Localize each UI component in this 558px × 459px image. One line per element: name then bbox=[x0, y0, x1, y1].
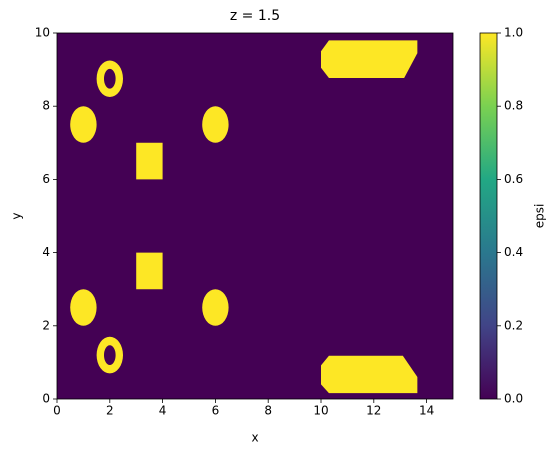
x-tick-label: 4 bbox=[159, 404, 167, 418]
polygon bbox=[321, 40, 418, 79]
colorbar-tick-label: 1.0 bbox=[504, 26, 523, 40]
x-tick-label: 8 bbox=[264, 404, 272, 418]
colorbar-tick-label: 0.2 bbox=[504, 318, 523, 332]
colorbar-label: epsi bbox=[533, 204, 547, 229]
ring bbox=[96, 336, 123, 374]
colorbar-tick-label: 0.6 bbox=[504, 172, 523, 186]
polygon bbox=[136, 142, 163, 180]
y-tick-label: 2 bbox=[42, 318, 50, 332]
x-axis-label: x bbox=[251, 431, 258, 445]
y-tick-label: 4 bbox=[42, 245, 50, 259]
polygon bbox=[321, 355, 418, 394]
y-tick-label: 0 bbox=[42, 392, 50, 406]
colorbar-tick-label: 0.0 bbox=[504, 392, 523, 406]
x-tick-label: 14 bbox=[419, 404, 434, 418]
shapes bbox=[70, 40, 418, 394]
x-tick-label: 12 bbox=[366, 404, 381, 418]
y-axis-label: y bbox=[10, 212, 24, 219]
ring bbox=[96, 60, 123, 98]
ellipse bbox=[70, 106, 97, 143]
x-tick-label: 2 bbox=[106, 404, 114, 418]
ellipse bbox=[202, 106, 229, 143]
colorbar-tick-label: 0.8 bbox=[504, 99, 523, 113]
y-tick-label: 8 bbox=[42, 99, 50, 113]
x-tick-label: 10 bbox=[313, 404, 328, 418]
background bbox=[57, 33, 453, 399]
plot-frame bbox=[56, 32, 454, 400]
polygon bbox=[136, 252, 163, 290]
colorbar bbox=[479, 32, 498, 400]
y-tick-label: 10 bbox=[35, 26, 50, 40]
colorbar-tick-label: 0.4 bbox=[504, 245, 523, 259]
ellipse bbox=[202, 289, 229, 326]
ellipse bbox=[70, 289, 97, 326]
x-tick-label: 6 bbox=[212, 404, 220, 418]
x-tick-label: 0 bbox=[53, 404, 61, 418]
y-tick-label: 6 bbox=[42, 172, 50, 186]
chart-title: z = 1.5 bbox=[230, 8, 280, 24]
